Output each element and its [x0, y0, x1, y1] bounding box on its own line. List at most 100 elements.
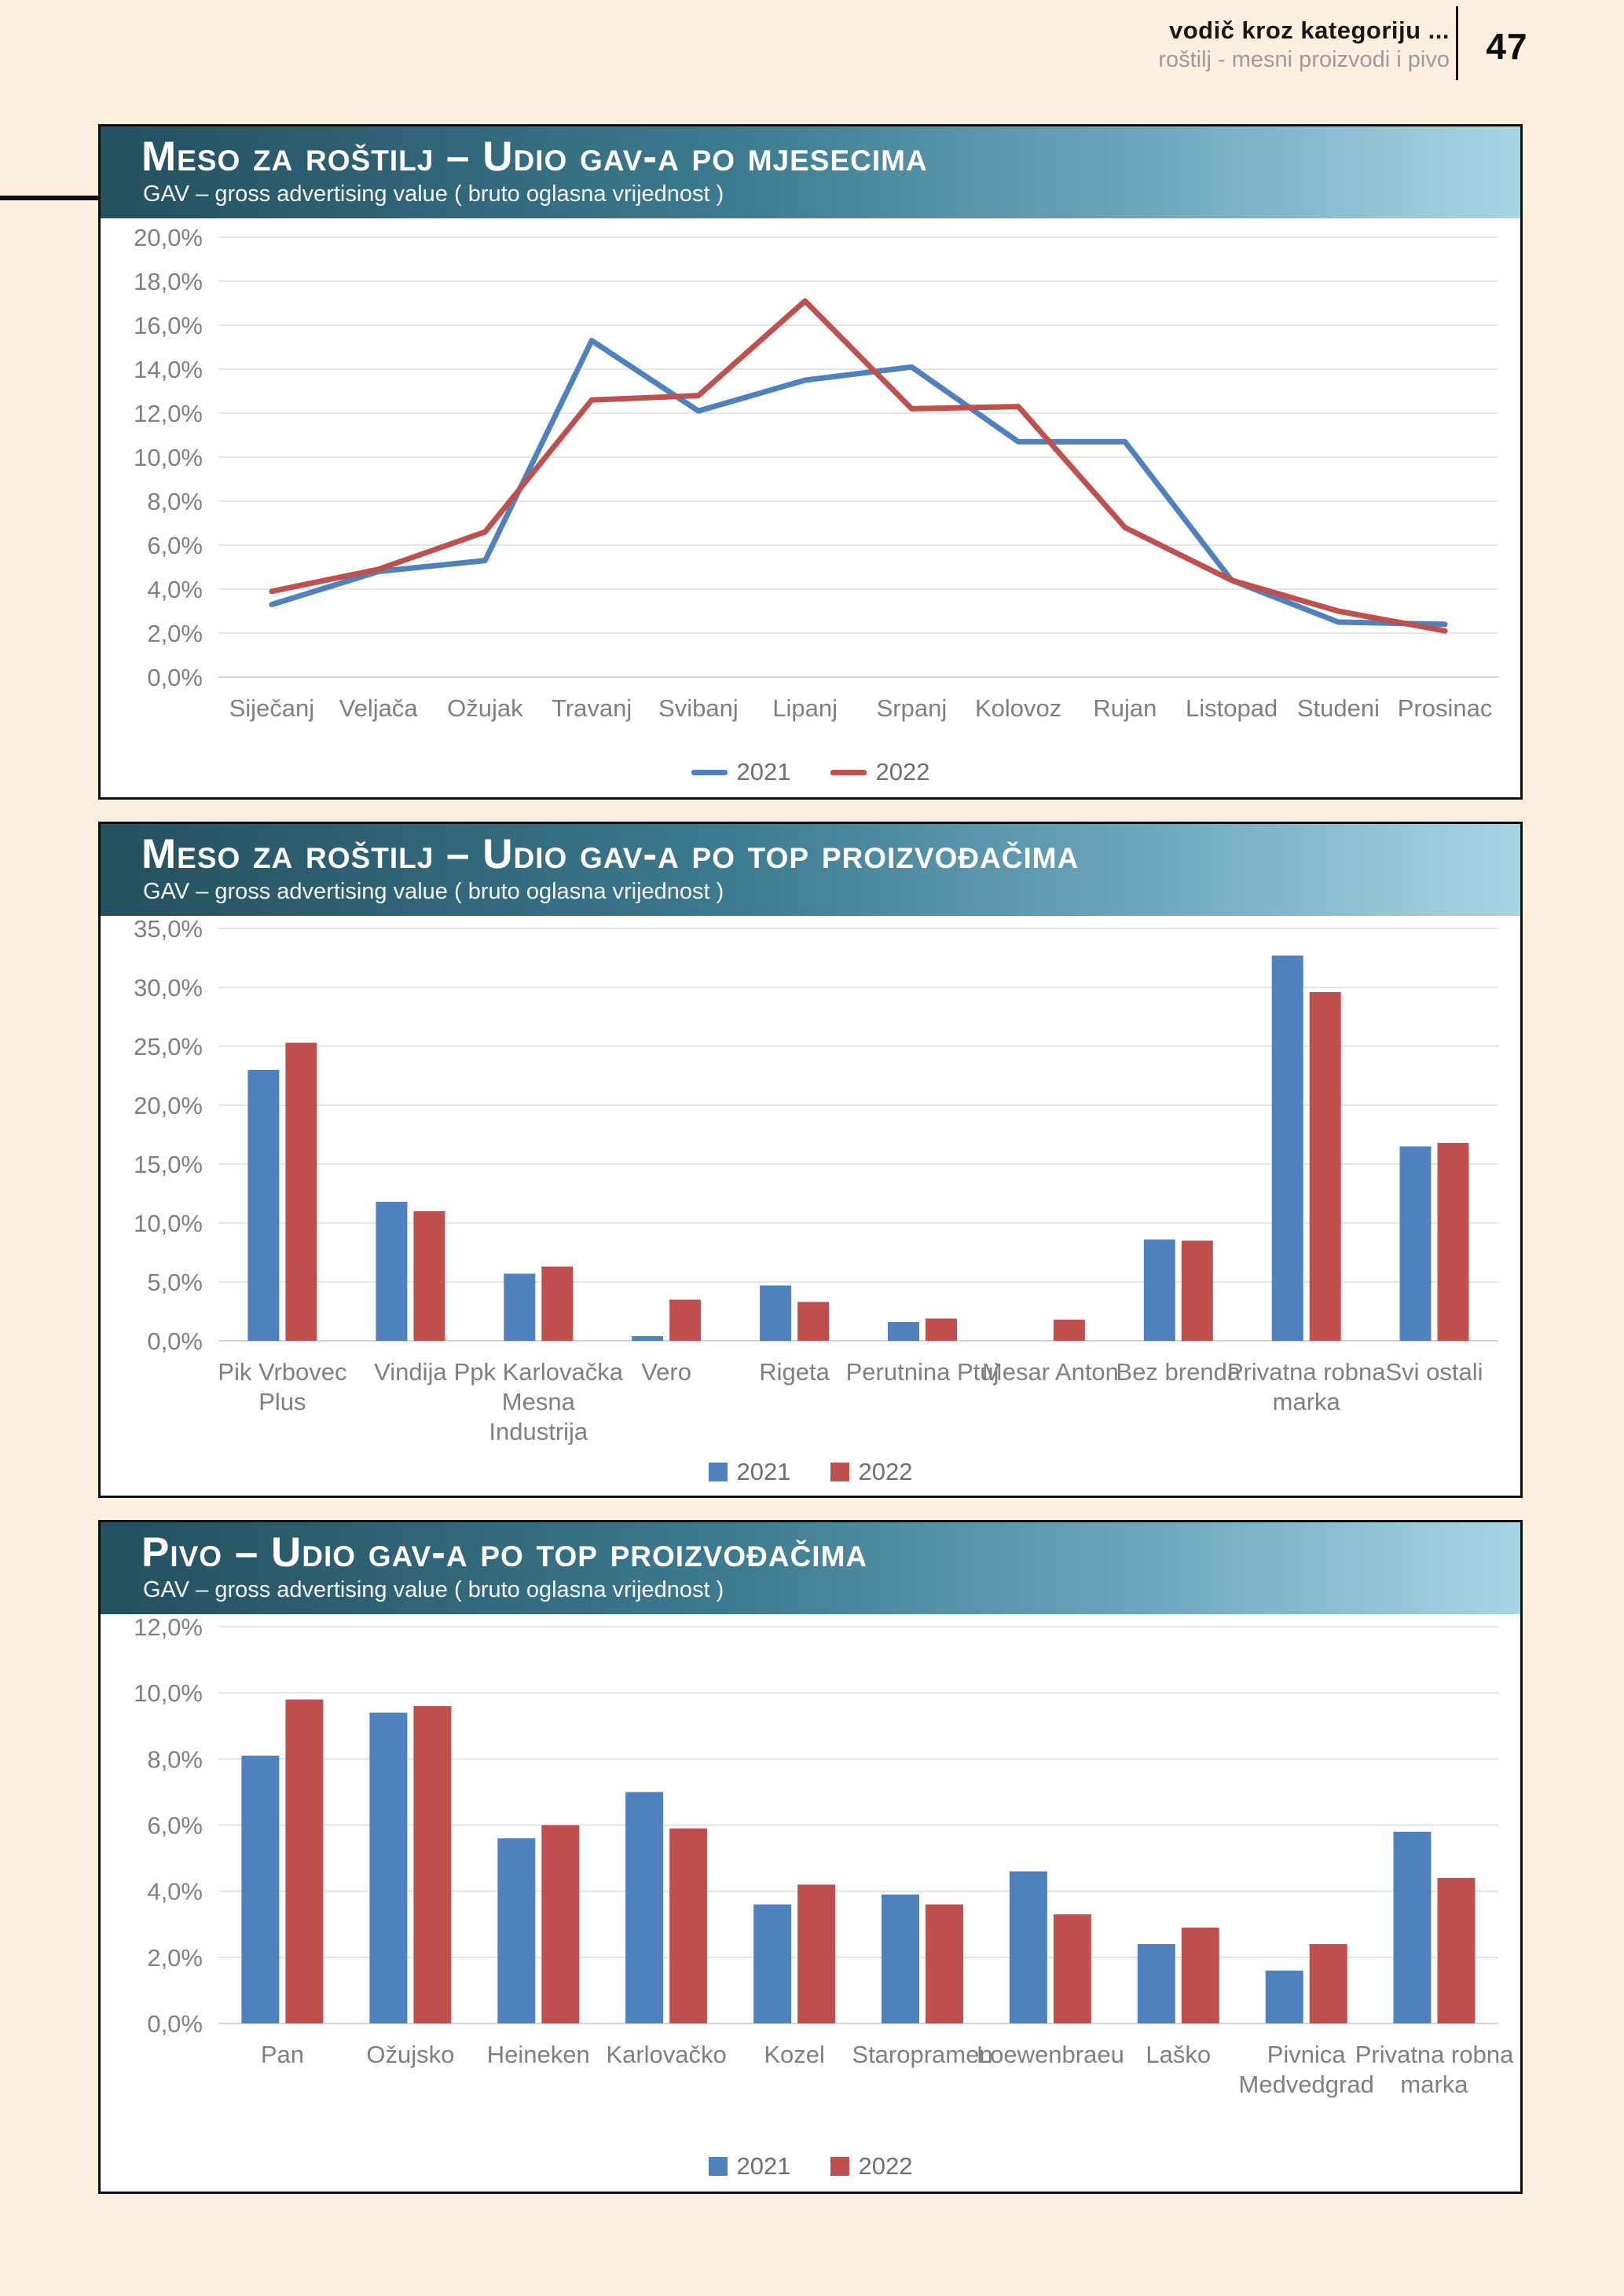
- svg-text:12,0%: 12,0%: [134, 1614, 203, 1641]
- svg-text:Ožujak: Ožujak: [447, 694, 523, 722]
- chart-card-meso-by-producer: Meso za roštilj – Udio gav-a po top proi…: [98, 822, 1523, 1498]
- legend-entry-2022: 2022: [830, 758, 930, 786]
- bar-chart-gav-beer: 0,0% 2,0% 4,0% 6,0% 8,0% 10,0% 12,0% Pan Ožujsko…: [101, 1614, 1520, 2129]
- svg-text:20,0%: 20,0%: [134, 1092, 203, 1119]
- legend-line-swatch-2021: [691, 769, 728, 775]
- svg-text:Plus: Plus: [258, 1388, 306, 1415]
- chart-title-bar: Meso za roštilj – Udio gav-a po top proi…: [101, 824, 1520, 916]
- svg-text:14,0%: 14,0%: [134, 356, 203, 383]
- svg-text:marka: marka: [1400, 2071, 1468, 2098]
- svg-text:15,0%: 15,0%: [134, 1151, 203, 1178]
- legend-entry-2021: 2021: [708, 1458, 791, 1486]
- svg-text:10,0%: 10,0%: [134, 444, 203, 471]
- svg-text:4,0%: 4,0%: [147, 576, 203, 603]
- legend-square-swatch-2021: [708, 1463, 728, 1481]
- svg-text:Kolovoz: Kolovoz: [975, 694, 1061, 722]
- legend-entry-2021: 2021: [708, 2152, 791, 2181]
- legend-label-2021: 2021: [736, 2152, 791, 2180]
- svg-text:Karlovačko: Karlovačko: [606, 2041, 726, 2068]
- svg-text:Vindija: Vindija: [374, 1358, 447, 1386]
- svg-text:0,0%: 0,0%: [147, 664, 203, 691]
- svg-text:0,0%: 0,0%: [147, 1327, 203, 1355]
- svg-text:Vero: Vero: [641, 1358, 691, 1386]
- svg-text:Heineken: Heineken: [487, 2041, 590, 2068]
- chart-title-bar: Meso za roštilj – Udio gav-a po mjesecim…: [101, 126, 1520, 218]
- chart-subtitle: GAV – gross advertising value ( bruto og…: [143, 879, 724, 904]
- svg-text:Ožujsko: Ožujsko: [366, 2041, 454, 2068]
- svg-text:35,0%: 35,0%: [134, 916, 203, 943]
- svg-text:Svibanj: Svibanj: [658, 694, 739, 722]
- svg-text:10,0%: 10,0%: [134, 1679, 203, 1707]
- svg-text:marka: marka: [1273, 1388, 1341, 1415]
- svg-text:Kozel: Kozel: [764, 2041, 825, 2068]
- chart-title: Meso za roštilj – Udio gav-a po top proi…: [141, 831, 1080, 877]
- svg-text:Staropramen: Staropramen: [852, 2041, 992, 2068]
- bar-chart-gav-by-producer: 0,0% 5,0% 10,0% 15,0% 20,0% 25,0% 30,0% 35,0% Pi…: [101, 916, 1520, 1458]
- svg-text:Mesna: Mesna: [502, 1388, 576, 1415]
- legend-entry-2022: 2022: [830, 2152, 913, 2181]
- legend-entry-2021: 2021: [691, 758, 791, 786]
- svg-text:Pan: Pan: [261, 2041, 304, 2068]
- svg-text:Pik Vrbovec: Pik Vrbovec: [218, 1358, 346, 1386]
- chart-card-meso-by-month: Meso za roštilj – Udio gav-a po mjesecim…: [98, 124, 1523, 800]
- chart-legend: 2021 2022: [101, 758, 1520, 786]
- chart-title: Pivo – Udio gav-a po top proizvođačima: [141, 1529, 868, 1576]
- svg-text:2,0%: 2,0%: [147, 1944, 203, 1972]
- svg-text:30,0%: 30,0%: [134, 974, 203, 1002]
- svg-text:Privatna robna: Privatna robna: [1227, 1358, 1386, 1386]
- svg-text:Lipanj: Lipanj: [772, 694, 838, 722]
- svg-text:Travanj: Travanj: [552, 694, 632, 722]
- chart-card-pivo-by-producer: Pivo – Udio gav-a po top proizvođačima G…: [98, 1520, 1523, 2194]
- chart-title: Meso za roštilj – Udio gav-a po mjesecim…: [141, 134, 928, 180]
- svg-text:6,0%: 6,0%: [147, 532, 203, 559]
- svg-text:Veljača: Veljača: [339, 694, 419, 722]
- chart-legend: 2021 2022: [101, 1458, 1520, 1486]
- margin-rule: [0, 196, 98, 200]
- legend-label-2022: 2022: [858, 2152, 913, 2180]
- legend-square-swatch-2021: [708, 2157, 728, 2176]
- svg-text:Rigeta: Rigeta: [759, 1358, 830, 1386]
- chart-subtitle: GAV – gross advertising value ( bruto og…: [143, 1577, 724, 1602]
- svg-text:Laško: Laško: [1146, 2041, 1211, 2068]
- svg-text:25,0%: 25,0%: [134, 1033, 203, 1060]
- svg-text:6,0%: 6,0%: [147, 1812, 203, 1840]
- svg-text:18,0%: 18,0%: [134, 268, 203, 295]
- chart-legend: 2021 2022: [101, 2152, 1520, 2181]
- svg-text:Privatna robna: Privatna robna: [1355, 2041, 1514, 2068]
- svg-text:Svi ostali: Svi ostali: [1385, 1358, 1483, 1386]
- legend-label-2021: 2021: [736, 1458, 791, 1485]
- legend-label-2022: 2022: [875, 758, 930, 785]
- svg-text:0,0%: 0,0%: [147, 2010, 203, 2038]
- page-header: vodič kroz kategoriju ... roštilj - mesn…: [0, 0, 1624, 94]
- svg-text:4,0%: 4,0%: [147, 1878, 203, 1906]
- svg-text:Siječanj: Siječanj: [229, 694, 315, 722]
- line-chart-gav-by-month: 0,0% 2,0% 4,0% 6,0% 8,0% 10,0% 12,0% 14,0% 16,0%…: [101, 218, 1520, 753]
- svg-text:Bez brenda: Bez brenda: [1116, 1358, 1241, 1386]
- header-title: vodič kroz kategoriju ...: [1168, 16, 1450, 44]
- svg-text:8,0%: 8,0%: [147, 1745, 203, 1773]
- legend-square-swatch-2022: [830, 1463, 849, 1481]
- header-subtitle: roštilj - mesni proizvodi i pivo: [1158, 47, 1450, 72]
- legend-label-2021: 2021: [736, 758, 791, 785]
- header-divider: [1456, 6, 1458, 80]
- svg-text:Industrija: Industrija: [489, 1418, 588, 1445]
- svg-text:Loewenbraeu: Loewenbraeu: [977, 2041, 1124, 2068]
- svg-text:Medvedgrad: Medvedgrad: [1239, 2071, 1374, 2098]
- chart-subtitle: GAV – gross advertising value ( bruto og…: [143, 181, 724, 207]
- svg-text:8,0%: 8,0%: [147, 488, 203, 515]
- svg-text:Mesar Anton: Mesar Anton: [982, 1358, 1119, 1386]
- svg-text:12,0%: 12,0%: [134, 400, 203, 427]
- legend-square-swatch-2022: [830, 2157, 849, 2176]
- page-number: 47: [1486, 26, 1528, 67]
- svg-text:Perutnina Ptuj: Perutnina Ptuj: [846, 1358, 999, 1386]
- svg-text:2,0%: 2,0%: [147, 620, 203, 647]
- svg-text:Listopad: Listopad: [1186, 694, 1278, 722]
- legend-line-swatch-2022: [830, 769, 867, 775]
- legend-entry-2022: 2022: [830, 1458, 912, 1486]
- svg-text:Ppk Karlovačka: Ppk Karlovačka: [454, 1358, 624, 1386]
- svg-text:Pivnica: Pivnica: [1267, 2041, 1347, 2068]
- svg-text:Rujan: Rujan: [1093, 694, 1157, 722]
- svg-text:16,0%: 16,0%: [134, 312, 203, 339]
- chart-title-bar: Pivo – Udio gav-a po top proizvođačima G…: [101, 1522, 1520, 1614]
